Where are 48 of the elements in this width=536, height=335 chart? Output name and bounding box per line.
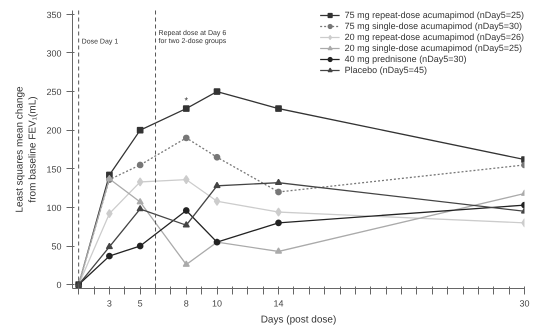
point xyxy=(106,242,113,250)
x-tick-label: 30 xyxy=(519,298,530,308)
legend-label: 20 mg repeat-dose acumapimod (nDay5=26) xyxy=(344,32,524,42)
point xyxy=(136,177,144,187)
point xyxy=(182,260,190,267)
x-tick-label: 8 xyxy=(184,298,189,308)
legend-label: 40 mg prednisone (nDay5=30) xyxy=(344,54,466,64)
point xyxy=(275,220,282,226)
point xyxy=(182,207,190,214)
x-tick-label: 10 xyxy=(212,298,222,308)
legend-label: Placebo (nDay5=45) xyxy=(344,65,427,75)
y-tick-label: 200 xyxy=(46,126,62,136)
point xyxy=(213,182,221,188)
point xyxy=(275,207,282,217)
point xyxy=(136,162,144,168)
legend-label: 75 mg repeat-dose acumapimod (nDay5=25) xyxy=(344,10,524,20)
point xyxy=(182,221,190,228)
y-tick-label: 350 xyxy=(46,10,62,20)
annotation: * xyxy=(184,96,189,106)
x-tick-label: 3 xyxy=(106,298,112,308)
point xyxy=(214,88,220,95)
y-tick-label: 250 xyxy=(46,87,62,98)
x-axis-title: Days (post dose) xyxy=(260,314,336,326)
point xyxy=(106,208,113,218)
point xyxy=(136,204,144,212)
point xyxy=(182,134,190,142)
y-tick-label: 50 xyxy=(51,242,62,252)
point xyxy=(106,252,113,260)
point xyxy=(274,178,282,186)
x-tick-label: 14 xyxy=(274,298,284,308)
y-tick-label: 150 xyxy=(46,164,62,174)
point xyxy=(214,196,220,206)
point xyxy=(136,242,144,250)
y-tick-label: 0 xyxy=(56,280,62,290)
x-tick-label: 5 xyxy=(138,298,143,308)
legend-label: 20 mg single-dose acumapimod (nDay5=25) xyxy=(344,43,522,53)
y-tick-label: 300 xyxy=(46,48,62,58)
legend-label: 75 mg single-dose acumapimod (nDay5=30) xyxy=(344,21,522,31)
y-tick-label: 100 xyxy=(46,202,62,213)
point xyxy=(275,105,282,112)
point xyxy=(182,105,190,112)
y-axis-title: Least squares mean change from baseline FEV₁(mL) xyxy=(14,86,38,213)
point xyxy=(136,126,144,134)
point xyxy=(274,247,282,254)
point xyxy=(275,188,282,196)
point xyxy=(136,198,144,204)
point xyxy=(214,154,220,161)
point xyxy=(183,175,190,184)
